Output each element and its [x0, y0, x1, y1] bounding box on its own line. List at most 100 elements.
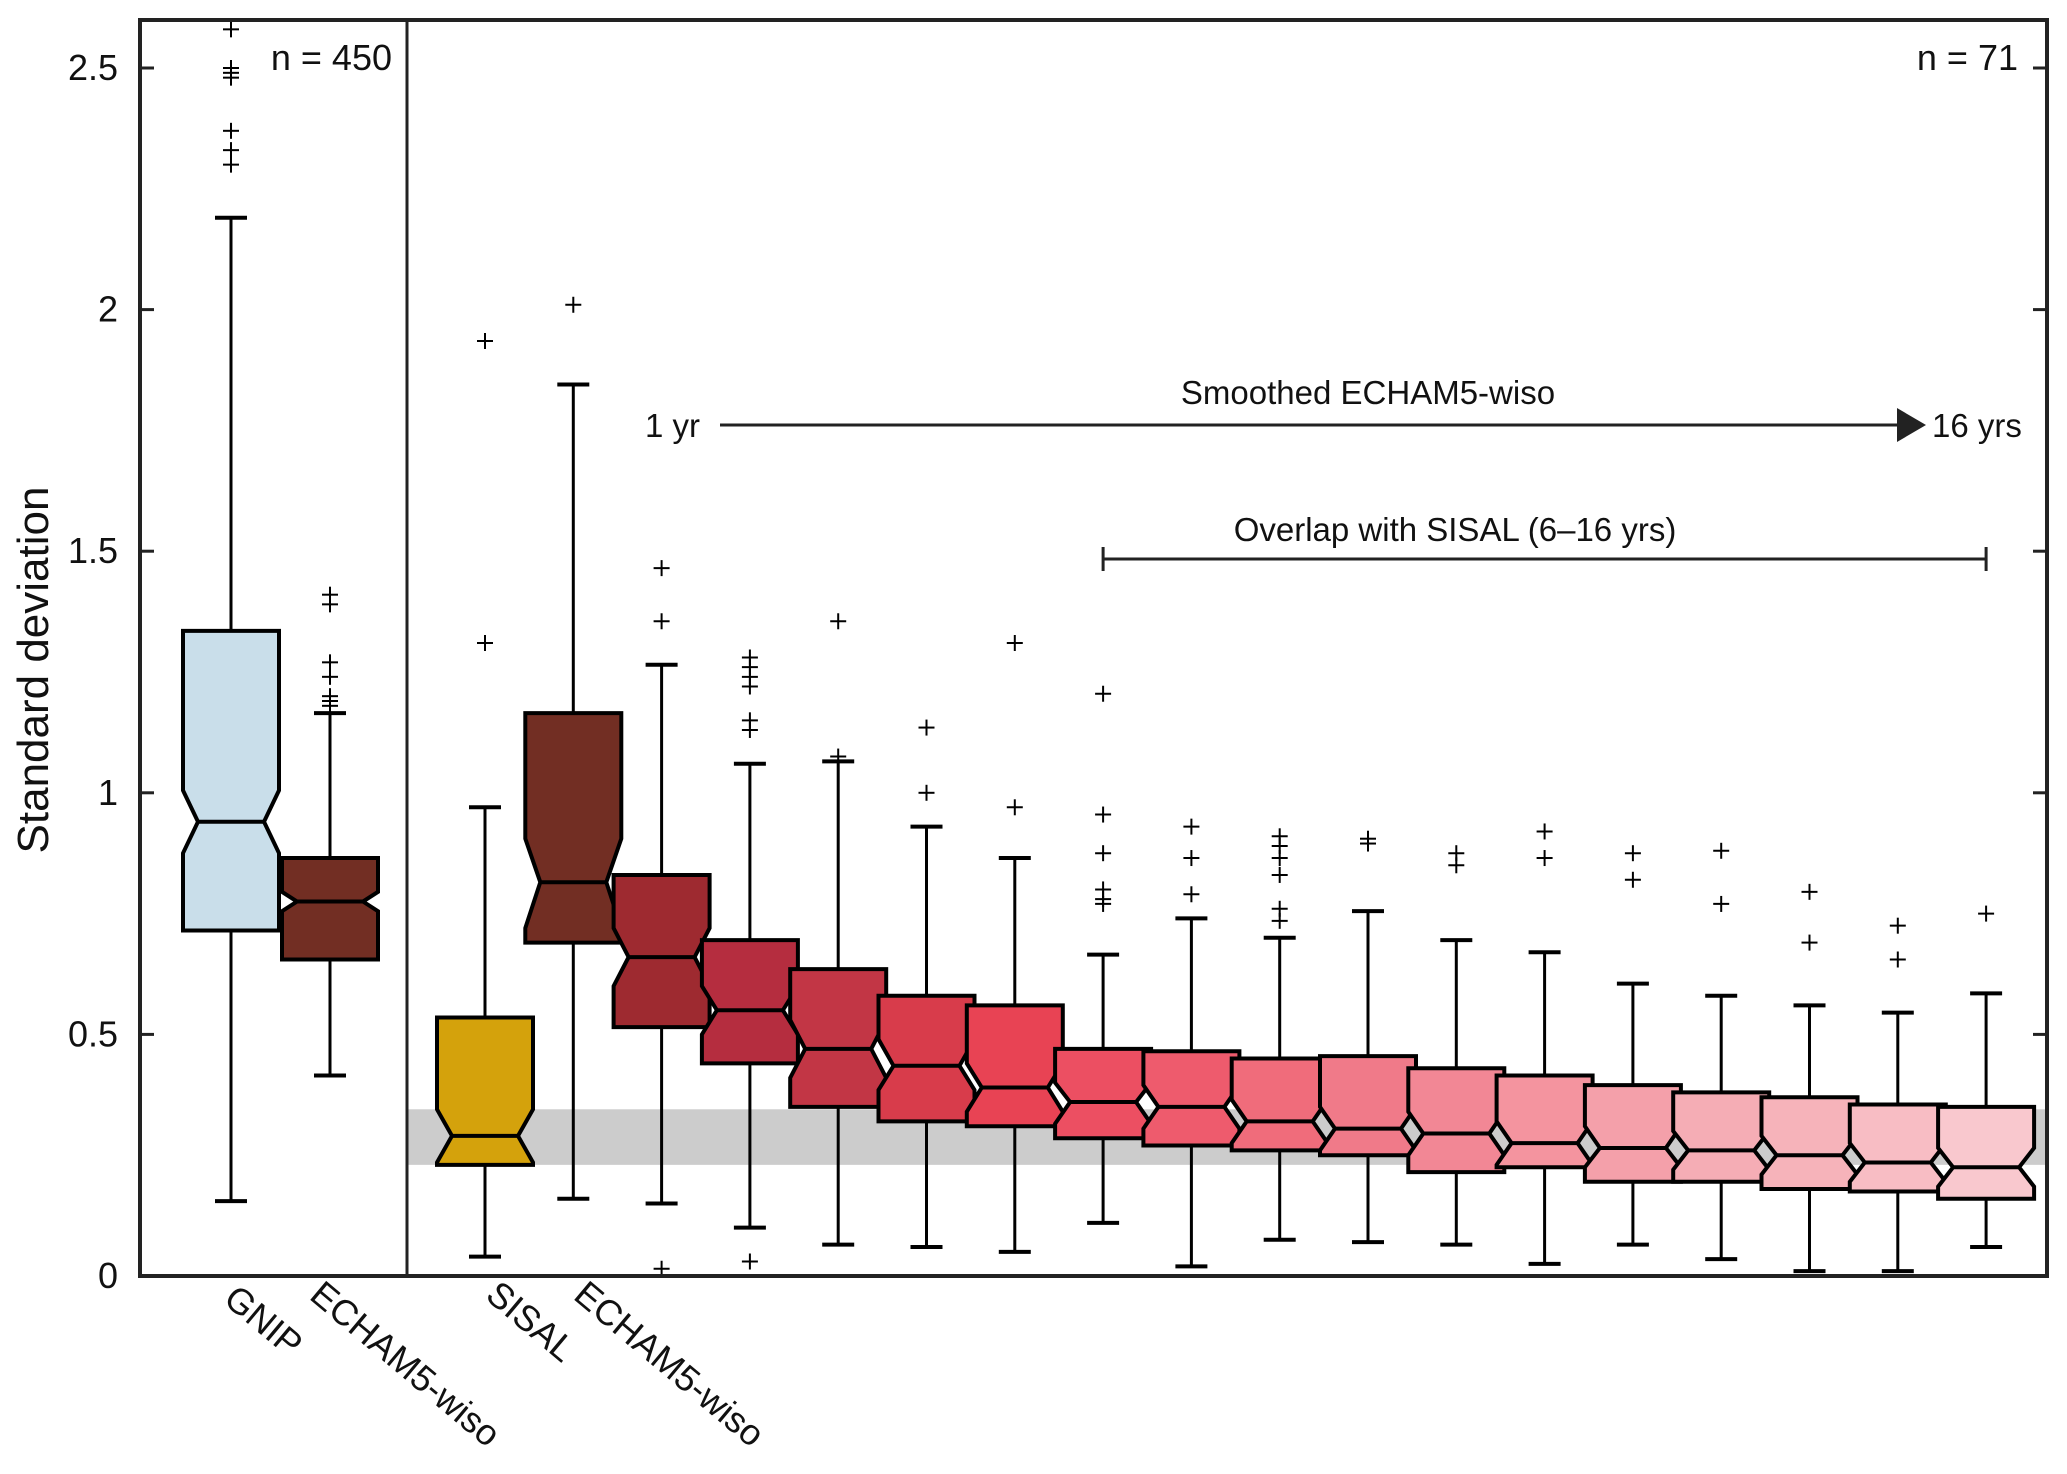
outlier-marker [1360, 830, 1376, 847]
overlap-annotation: Overlap with SISAL (6–16 yrs) [1101, 511, 1988, 571]
overlap-label: Overlap with SISAL (6–16 yrs) [1234, 511, 1677, 548]
category-label-echam-left: ECHAM5-wiso [303, 1273, 509, 1455]
outlier-marker [1183, 818, 1200, 835]
box-body [1759, 1095, 1860, 1192]
panel-right-n-label: n = 71 [1917, 37, 2018, 78]
box-body [523, 711, 624, 945]
outlier-marker [477, 333, 493, 350]
outlier-marker [223, 60, 239, 76]
outlier-marker [653, 560, 670, 577]
box-body [1406, 1066, 1507, 1175]
y-tick-label: 2 [98, 289, 118, 330]
outlier-marker [1801, 883, 1818, 900]
box-5-yrs [964, 635, 1065, 1254]
box-4-yrs [876, 719, 977, 1250]
outlier-marker [1183, 886, 1200, 903]
smoothing-arrow-annotation: Smoothed ECHAM5-wiso 1 yr 16 yrs [645, 374, 2022, 444]
outlier-marker [653, 613, 670, 630]
box-body [435, 1015, 535, 1167]
outlier-marker [741, 712, 758, 729]
outlier-marker [1713, 895, 1730, 912]
y-tick-label: 2.5 [68, 47, 118, 88]
outlier-marker [1095, 881, 1112, 898]
box-body [1671, 1090, 1772, 1184]
outlier-marker [741, 649, 758, 666]
box-body [1582, 1083, 1683, 1184]
outlier-marker [477, 635, 493, 652]
outlier-marker [322, 668, 338, 685]
outlier-marker [565, 296, 582, 313]
box-13-yrs [1671, 842, 1772, 1262]
category-label-gnip: GNIP [217, 1277, 311, 1365]
box-body [699, 938, 800, 1066]
outlier-marker [918, 784, 935, 801]
box-7-yrs [1141, 818, 1242, 1269]
box-body [181, 628, 281, 933]
box-1-yr [611, 560, 712, 1277]
box-6-yrs [1053, 685, 1154, 1225]
panel-left-n-label: n = 450 [271, 37, 392, 78]
box-8-yrs [1229, 828, 1330, 1242]
outlier-marker [1624, 871, 1641, 888]
category-label-echam-right: ECHAM5-wiso [567, 1273, 773, 1455]
box-10-yrs [1406, 845, 1507, 1247]
outlier-marker [918, 719, 935, 736]
outlier-marker [1271, 900, 1288, 917]
box-15-yrs [1847, 917, 1948, 1274]
outlier-marker [1183, 850, 1200, 867]
outlier-marker [322, 654, 338, 671]
outlier-marker [1624, 845, 1641, 862]
outlier-marker [1006, 799, 1023, 816]
outlier-marker [1271, 828, 1288, 845]
box-2-yrs [699, 649, 800, 1270]
box-echam5-wiso [280, 586, 380, 1078]
y-tick-label: 0 [98, 1255, 118, 1296]
outlier-marker [223, 142, 239, 159]
box-body [1318, 1054, 1418, 1158]
outlier-marker [1978, 905, 1995, 922]
category-labels: GNIP ECHAM5-wiso SISAL ECHAM5-wiso [217, 1273, 773, 1455]
outlier-marker [830, 613, 847, 630]
box-body [1936, 1104, 2037, 1201]
outlier-marker [223, 156, 239, 173]
box-echam5-wiso [523, 296, 624, 1201]
outlier-marker [1448, 845, 1465, 862]
outlier-marker [1713, 842, 1730, 859]
outlier-marker [830, 748, 847, 765]
box-body [611, 872, 712, 1030]
box-11-yrs [1494, 823, 1595, 1266]
axes-frame [138, 18, 2049, 1278]
box-body [876, 993, 977, 1124]
outlier-marker [223, 21, 239, 38]
arrow-end-label: 16 yrs [1932, 407, 2022, 444]
box-body [1494, 1073, 1595, 1170]
box-14-yrs [1759, 883, 1860, 1274]
box-body [788, 967, 889, 1109]
box-body [1847, 1102, 1948, 1194]
outlier-marker [1095, 806, 1112, 823]
outlier-marker [1536, 850, 1553, 867]
box-12-yrs [1582, 845, 1683, 1247]
outlier-marker [1889, 951, 1906, 968]
box-body [964, 1003, 1065, 1129]
arrow-head [1897, 408, 1926, 442]
outlier-marker [1889, 917, 1906, 934]
arrow-title: Smoothed ECHAM5-wiso [1181, 374, 1555, 411]
outlier-marker [1006, 635, 1023, 652]
box-body [1053, 1046, 1154, 1141]
y-tick-label: 0.5 [68, 1013, 118, 1054]
box-16-yrs [1936, 905, 2037, 1250]
box-layer [181, 21, 2037, 1277]
outlier-marker [1271, 866, 1288, 883]
outlier-marker [741, 1253, 758, 1270]
outlier-marker [322, 586, 338, 603]
outlier-marker [223, 122, 239, 139]
outlier-marker [1536, 823, 1553, 840]
category-label-sisal: SISAL [479, 1273, 584, 1370]
y-axis-title: Standard deviation [9, 487, 58, 854]
box-body [1141, 1049, 1242, 1148]
y-tick-label: 1.5 [68, 530, 118, 571]
box-body [1229, 1056, 1330, 1153]
outlier-marker [1801, 934, 1818, 951]
